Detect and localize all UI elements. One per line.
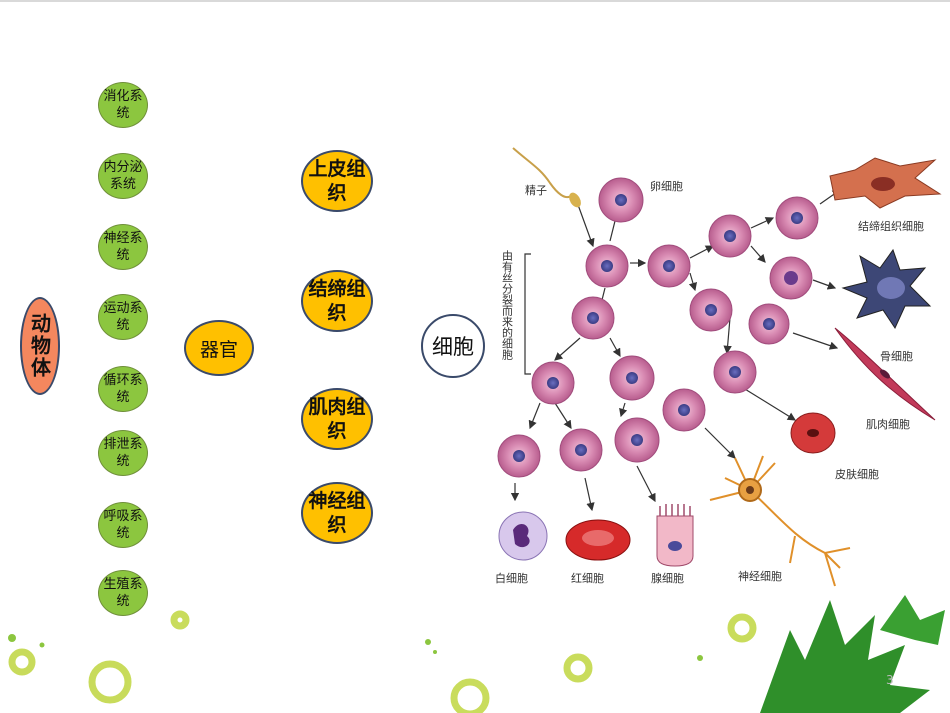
gland-caption: 腺细胞 bbox=[651, 571, 684, 585]
system-node-motor: 运动系统 bbox=[98, 294, 148, 340]
system-node-reproductive: 生殖系统 bbox=[98, 570, 148, 616]
tissue-node-epithelial: 上皮组织 bbox=[301, 150, 373, 212]
animal-body-label: 动物体 bbox=[27, 313, 52, 379]
tissue-node-connective: 结缔组织 bbox=[301, 270, 373, 332]
connective-caption: 结缔组织细胞 bbox=[858, 219, 924, 233]
decorative-dots bbox=[8, 634, 703, 661]
leaf-decoration bbox=[760, 595, 945, 713]
cell-node: 细胞 bbox=[421, 314, 485, 378]
animal-body-node: 动物体 bbox=[20, 297, 60, 395]
white-caption: 白细胞 bbox=[495, 571, 528, 585]
organ-label: 器官 bbox=[199, 338, 238, 361]
system-label: 神经系统 bbox=[103, 231, 143, 263]
system-label: 生殖系统 bbox=[103, 577, 143, 609]
connective-cell-illustration bbox=[829, 157, 942, 209]
system-label: 排泄系统 bbox=[103, 437, 143, 469]
system-label: 运动系统 bbox=[103, 301, 143, 333]
system-node-nervous: 神经系统 bbox=[98, 224, 148, 270]
top-border bbox=[0, 0, 950, 2]
skin-caption: 皮肤细胞 bbox=[835, 467, 879, 481]
tissue-label: 上皮组织 bbox=[308, 158, 366, 204]
skin-cell-illustration bbox=[790, 412, 836, 454]
tissue-node-muscle: 肌肉组织 bbox=[301, 388, 373, 450]
tissue-node-nerve: 神经组织 bbox=[301, 482, 373, 544]
system-node-respiratory: 呼吸系统 bbox=[98, 502, 148, 548]
system-label: 消化系统 bbox=[103, 89, 143, 121]
decorative-footer bbox=[8, 595, 945, 713]
page-number: 3 bbox=[886, 673, 894, 687]
system-label: 循环系统 bbox=[103, 373, 143, 405]
tissue-label: 肌肉组织 bbox=[308, 396, 366, 442]
tissue-label: 神经组织 bbox=[308, 490, 366, 536]
muscle-caption: 肌肉细胞 bbox=[866, 418, 910, 431]
bone-cell-illustration bbox=[841, 248, 932, 330]
nerve-cell-illustration bbox=[709, 455, 851, 587]
division-caption: 由有丝分裂而来的细胞 bbox=[501, 249, 514, 361]
decorative-rings bbox=[8, 610, 757, 713]
sperm-illustration bbox=[512, 147, 581, 208]
bone-caption: 骨细胞 bbox=[880, 350, 913, 363]
tissue-label: 结缔组织 bbox=[308, 278, 366, 324]
system-node-circulatory: 循环系统 bbox=[98, 366, 148, 412]
system-label: 呼吸系统 bbox=[103, 509, 143, 541]
egg-caption: 卵细胞 bbox=[650, 180, 683, 193]
red-cell-illustration bbox=[565, 519, 631, 561]
system-node-endocrine: 内分泌系统 bbox=[98, 153, 148, 199]
division-bracket bbox=[524, 253, 531, 375]
nerve-caption: 神经细胞 bbox=[738, 569, 782, 583]
muscle-cell-illustration bbox=[834, 327, 936, 421]
white-cell-illustration bbox=[498, 511, 548, 561]
red-caption: 红细胞 bbox=[571, 572, 604, 585]
sperm-caption: 精子 bbox=[525, 184, 547, 197]
cell-label: 细胞 bbox=[432, 335, 474, 359]
cell-differentiation-figure: 精子 卵细胞 由有丝分裂而来的细胞 结缔组织细胞 骨细胞 肌肉细胞 bbox=[495, 147, 942, 587]
system-node-excretory: 排泄系统 bbox=[98, 430, 148, 476]
system-node-digestive: 消化系统 bbox=[98, 82, 148, 128]
dividing-cells bbox=[497, 177, 819, 478]
organ-node: 器官 bbox=[184, 320, 254, 376]
gland-cell-illustration bbox=[656, 504, 694, 567]
system-label: 内分泌系统 bbox=[103, 160, 143, 192]
